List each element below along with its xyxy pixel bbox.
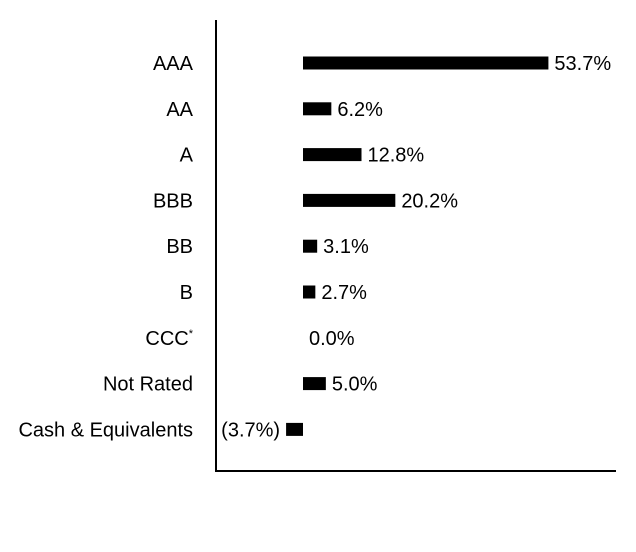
bar-bbb: [303, 193, 396, 207]
value-label-aa: 6.2%: [337, 99, 383, 121]
category-label-bbb: BBB: [153, 190, 193, 212]
value-label-not-rated: 5.0%: [332, 374, 378, 396]
bars: [286, 56, 549, 436]
value-label-a: 12.8%: [367, 145, 424, 167]
value-label-bbb: 20.2%: [401, 190, 458, 212]
bar-b: [303, 285, 316, 299]
value-label-cash-equivalents: (3.7%): [221, 419, 280, 441]
value-label-bb: 3.1%: [323, 236, 369, 258]
value-labels: 53.7% 6.2% 12.8% 20.2% 3.1% 2.7% 0.0% 5.0% (3.7%…: [221, 53, 611, 441]
category-label-aaa: AAA: [153, 53, 194, 75]
value-label-b: 2.7%: [321, 282, 367, 304]
value-label-ccc: 0.0%: [309, 328, 355, 350]
category-label-ccc: CCC*: [145, 328, 193, 350]
category-label-cash-equivalents: Cash & Equivalents: [18, 419, 193, 441]
category-label-b: B: [180, 282, 193, 304]
category-label-a: A: [180, 145, 194, 167]
category-label-aa: AA: [166, 99, 193, 121]
bar-aa: [303, 102, 332, 116]
bar-aaa: [303, 56, 549, 70]
bar-a: [303, 148, 362, 162]
bar-bb: [303, 239, 318, 253]
category-label-bb: BB: [166, 236, 193, 258]
bar-not-rated: [303, 377, 326, 391]
category-label-not-rated: Not Rated: [103, 374, 193, 396]
value-label-aaa: 53.7%: [554, 53, 611, 75]
bar-cash-equivalents: [286, 422, 303, 436]
